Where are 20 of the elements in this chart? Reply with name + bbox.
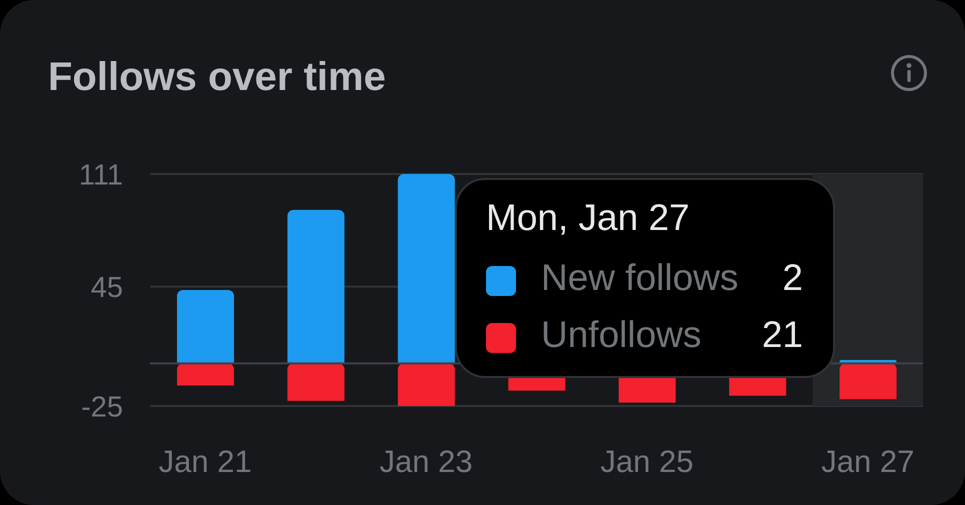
- y-tick-label: 45: [90, 272, 123, 304]
- x-tick-label: Jan 27: [821, 444, 914, 480]
- x-tick-label: Jan 23: [380, 444, 473, 480]
- x-tick-label: Jan 21: [158, 444, 252, 480]
- bar: [177, 290, 234, 364]
- bar: [177, 363, 234, 386]
- legend-label: Unfollows: [541, 314, 702, 355]
- y-tick-label: -25: [81, 391, 123, 424]
- legend-title: Mon, Jan 27: [486, 197, 690, 238]
- bar: [287, 363, 344, 401]
- y-tick-label: 111: [78, 159, 123, 192]
- bar: [840, 363, 897, 400]
- legend-label: New follows: [541, 257, 738, 298]
- bar: [398, 363, 455, 406]
- annotation: 2: [782, 257, 803, 298]
- x-tick-label: Jan 25: [600, 444, 694, 480]
- chart-title: Follows over time: [48, 55, 386, 99]
- bar: [287, 210, 344, 364]
- bar: [398, 174, 455, 364]
- annotation: 21: [762, 314, 803, 355]
